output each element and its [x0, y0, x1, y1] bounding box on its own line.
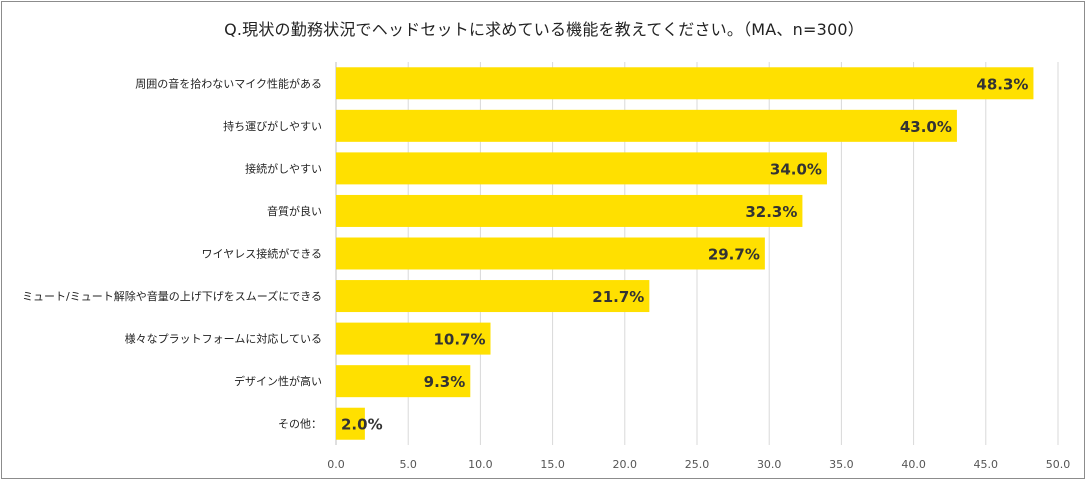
data-label: 29.7% [708, 246, 760, 264]
data-label: 9.3% [424, 373, 466, 391]
bar [336, 365, 471, 398]
x-tick-label: 30.0 [757, 458, 782, 471]
bar [336, 152, 827, 185]
x-tick-label: 5.0 [399, 458, 417, 471]
x-tick-label: 10.0 [468, 458, 493, 471]
category-label: 音質が良い [267, 204, 322, 218]
data-label: 2.0% [341, 416, 383, 434]
data-label: 21.7% [592, 288, 644, 306]
bar [336, 280, 650, 313]
x-axis-ticks: 0.0 5.0 10.0 15.0 20.0 25.0 30.0 35.0 40.0 45.0 50… [327, 458, 1070, 471]
x-tick-label: 40.0 [901, 458, 926, 471]
category-labels: 周囲の音を拾わないマイク性能がある持ち運びがしやすい接続がしやすい音質が良いワイ… [22, 76, 322, 430]
x-tick-label: 20.0 [613, 458, 638, 471]
x-tick-label: 0.0 [327, 458, 345, 471]
bar [336, 194, 803, 227]
chart-title: Q.現状の勤務状況でヘッドセットに求めている機能を教えてください。（MA、n=3… [224, 20, 864, 39]
bar [336, 109, 957, 142]
x-tick-label: 50.0 [1046, 458, 1071, 471]
bar [336, 322, 491, 355]
data-label: 34.0% [770, 160, 822, 178]
category-label: 周囲の音を拾わないマイク性能がある [135, 76, 322, 90]
category-label: ミュート/ミュート解除や音量の上げ下げをスムーズにできる [22, 289, 322, 303]
bar [336, 237, 765, 270]
bar [336, 67, 1034, 100]
bars [336, 67, 1034, 440]
data-label: 32.3% [745, 203, 797, 221]
category-label: その他： [278, 418, 322, 431]
value-labels: 48.3% 43.0% 34.0% 32.3% 29.7% 21.7% 10.7% 9.3% 2… [341, 75, 1028, 433]
category-label: 様々なプラットフォームに対応している [125, 332, 322, 346]
category-label: 接続がしやすい [245, 161, 322, 175]
category-label: デザイン性が高い [234, 374, 322, 388]
data-label: 48.3% [976, 75, 1028, 93]
data-label: 43.0% [900, 118, 952, 136]
x-tick-label: 45.0 [974, 458, 999, 471]
x-tick-label: 25.0 [685, 458, 710, 471]
category-label: ワイヤレス接続ができる [202, 247, 322, 261]
category-label: 持ち運びがしやすい [223, 119, 322, 133]
x-tick-label: 35.0 [829, 458, 854, 471]
bar [336, 407, 365, 440]
x-tick-label: 15.0 [540, 458, 565, 471]
data-label: 10.7% [433, 331, 485, 349]
